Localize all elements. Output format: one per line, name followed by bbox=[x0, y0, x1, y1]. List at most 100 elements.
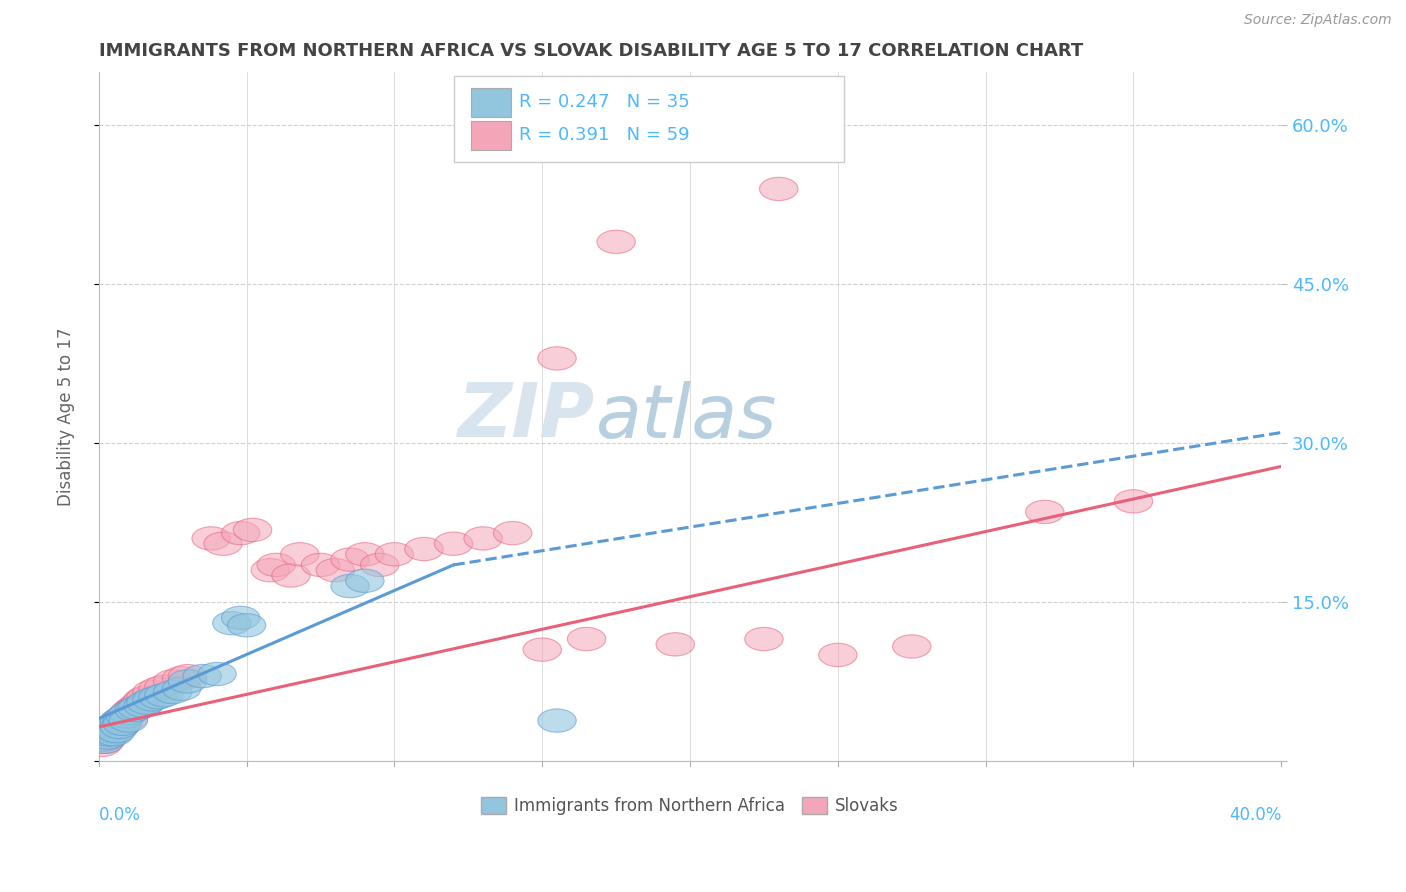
Ellipse shape bbox=[121, 691, 159, 714]
Ellipse shape bbox=[91, 720, 129, 743]
Y-axis label: Disability Age 5 to 17: Disability Age 5 to 17 bbox=[58, 327, 75, 506]
Ellipse shape bbox=[124, 694, 162, 717]
Ellipse shape bbox=[464, 527, 502, 550]
Ellipse shape bbox=[97, 712, 136, 735]
Ellipse shape bbox=[110, 709, 148, 732]
Ellipse shape bbox=[100, 709, 139, 732]
Ellipse shape bbox=[204, 532, 242, 556]
Ellipse shape bbox=[222, 522, 260, 545]
Ellipse shape bbox=[162, 677, 201, 700]
Ellipse shape bbox=[124, 688, 162, 711]
Ellipse shape bbox=[103, 709, 142, 732]
Ellipse shape bbox=[94, 715, 132, 739]
Ellipse shape bbox=[252, 558, 290, 582]
Ellipse shape bbox=[191, 527, 231, 550]
Ellipse shape bbox=[568, 627, 606, 650]
Ellipse shape bbox=[183, 665, 222, 688]
Ellipse shape bbox=[103, 706, 142, 731]
Text: R = 0.247   N = 35: R = 0.247 N = 35 bbox=[519, 93, 689, 111]
Ellipse shape bbox=[91, 723, 129, 746]
Ellipse shape bbox=[360, 553, 399, 576]
Ellipse shape bbox=[281, 542, 319, 566]
Ellipse shape bbox=[271, 564, 311, 587]
Ellipse shape bbox=[212, 612, 252, 635]
Ellipse shape bbox=[893, 635, 931, 658]
Ellipse shape bbox=[153, 681, 191, 704]
Ellipse shape bbox=[346, 569, 384, 592]
Ellipse shape bbox=[257, 553, 295, 576]
Ellipse shape bbox=[434, 532, 472, 556]
Ellipse shape bbox=[316, 558, 354, 582]
Ellipse shape bbox=[83, 733, 121, 756]
Text: atlas: atlas bbox=[595, 381, 776, 452]
Ellipse shape bbox=[115, 697, 153, 720]
Ellipse shape bbox=[110, 706, 148, 731]
Ellipse shape bbox=[100, 715, 139, 739]
FancyBboxPatch shape bbox=[454, 76, 844, 162]
Ellipse shape bbox=[118, 694, 156, 717]
Ellipse shape bbox=[94, 723, 132, 746]
Text: 0.0%: 0.0% bbox=[98, 805, 141, 823]
Ellipse shape bbox=[818, 643, 858, 666]
Ellipse shape bbox=[97, 712, 136, 735]
Ellipse shape bbox=[89, 723, 127, 746]
Text: R = 0.391   N = 59: R = 0.391 N = 59 bbox=[519, 126, 689, 145]
Ellipse shape bbox=[145, 675, 183, 698]
Ellipse shape bbox=[103, 706, 142, 731]
Ellipse shape bbox=[86, 728, 124, 751]
Ellipse shape bbox=[330, 574, 370, 598]
Ellipse shape bbox=[118, 697, 156, 720]
Ellipse shape bbox=[83, 728, 121, 751]
Ellipse shape bbox=[598, 230, 636, 253]
Ellipse shape bbox=[346, 542, 384, 566]
Ellipse shape bbox=[222, 607, 260, 630]
Ellipse shape bbox=[97, 720, 136, 743]
Ellipse shape bbox=[153, 670, 191, 693]
Ellipse shape bbox=[89, 723, 127, 746]
Text: Source: ZipAtlas.com: Source: ZipAtlas.com bbox=[1244, 13, 1392, 28]
Ellipse shape bbox=[115, 698, 153, 722]
Ellipse shape bbox=[132, 681, 172, 704]
Legend: Immigrants from Northern Africa, Slovaks: Immigrants from Northern Africa, Slovaks bbox=[474, 789, 905, 822]
Ellipse shape bbox=[89, 726, 127, 749]
Ellipse shape bbox=[657, 632, 695, 656]
Text: IMMIGRANTS FROM NORTHERN AFRICA VS SLOVAK DISABILITY AGE 5 TO 17 CORRELATION CHA: IMMIGRANTS FROM NORTHERN AFRICA VS SLOVA… bbox=[98, 42, 1083, 60]
Ellipse shape bbox=[198, 663, 236, 686]
Text: ZIP: ZIP bbox=[458, 380, 595, 453]
Ellipse shape bbox=[139, 677, 177, 700]
Ellipse shape bbox=[107, 705, 145, 728]
FancyBboxPatch shape bbox=[471, 121, 512, 150]
Ellipse shape bbox=[537, 709, 576, 732]
Ellipse shape bbox=[91, 717, 129, 740]
Ellipse shape bbox=[405, 537, 443, 561]
Ellipse shape bbox=[301, 553, 340, 576]
FancyBboxPatch shape bbox=[471, 88, 512, 117]
Ellipse shape bbox=[1114, 490, 1153, 513]
Ellipse shape bbox=[107, 705, 145, 728]
Ellipse shape bbox=[127, 691, 166, 714]
Ellipse shape bbox=[523, 638, 561, 661]
Ellipse shape bbox=[86, 731, 124, 754]
Ellipse shape bbox=[330, 548, 370, 571]
Ellipse shape bbox=[100, 709, 139, 732]
Ellipse shape bbox=[162, 666, 201, 690]
Ellipse shape bbox=[145, 683, 183, 706]
Ellipse shape bbox=[127, 686, 166, 709]
Ellipse shape bbox=[110, 701, 148, 725]
Ellipse shape bbox=[759, 178, 799, 201]
Text: 40.0%: 40.0% bbox=[1229, 805, 1281, 823]
Ellipse shape bbox=[100, 715, 139, 739]
Ellipse shape bbox=[494, 522, 531, 545]
Ellipse shape bbox=[103, 712, 142, 735]
Ellipse shape bbox=[139, 686, 177, 709]
Ellipse shape bbox=[169, 670, 207, 693]
Ellipse shape bbox=[375, 542, 413, 566]
Ellipse shape bbox=[86, 731, 124, 754]
Ellipse shape bbox=[94, 717, 132, 740]
Ellipse shape bbox=[132, 688, 172, 711]
Ellipse shape bbox=[94, 715, 132, 739]
Ellipse shape bbox=[91, 720, 129, 743]
Ellipse shape bbox=[745, 627, 783, 650]
Ellipse shape bbox=[110, 701, 148, 725]
Ellipse shape bbox=[112, 698, 150, 722]
